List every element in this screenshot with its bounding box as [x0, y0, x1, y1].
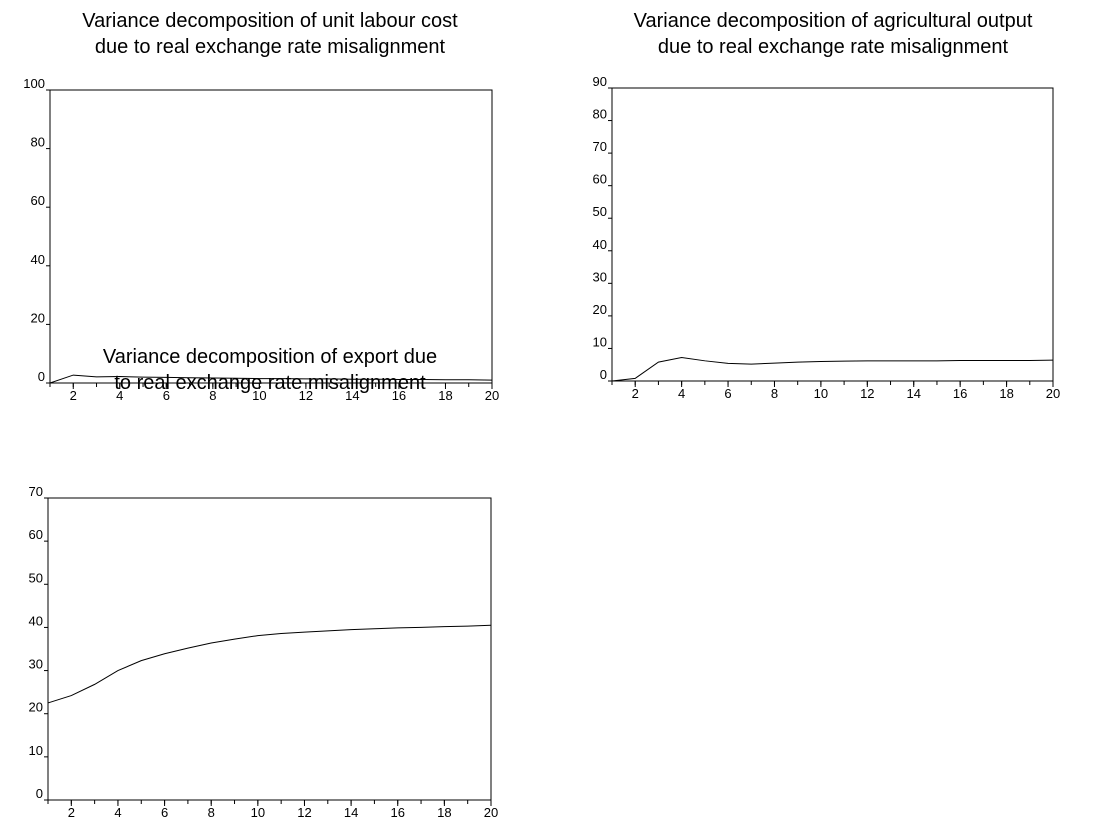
chart-title: to real exchange rate misalignment [114, 372, 426, 394]
x-tick-label: 14 [345, 388, 359, 403]
x-tick-label: 4 [114, 805, 121, 818]
x-tick-label: 8 [771, 386, 778, 401]
y-tick-label: 90 [593, 74, 607, 89]
chart-title: due to real exchange rate misalignment [95, 36, 446, 58]
y-tick-label: 40 [31, 252, 45, 267]
x-tick-label: 2 [70, 388, 77, 403]
x-tick-label: 4 [678, 386, 685, 401]
x-tick-label: 12 [297, 805, 311, 818]
x-tick-label: 18 [438, 388, 452, 403]
data-line [47, 624, 492, 704]
plot-frame [611, 87, 1054, 382]
y-tick-label: 30 [593, 269, 607, 284]
data-line [49, 374, 493, 384]
y-tick-label: 80 [31, 135, 45, 150]
chart-title: Variance decomposition of export due [103, 346, 437, 368]
y-tick-label: 60 [31, 193, 45, 208]
y-tick-label: 50 [29, 570, 43, 585]
y-tick-label: 0 [36, 786, 43, 801]
y-tick-label: 70 [593, 139, 607, 154]
x-tick-label: 6 [161, 805, 168, 818]
x-tick-label: 4 [116, 388, 123, 403]
x-tick-label: 14 [344, 805, 358, 818]
x-tick-label: 16 [392, 388, 406, 403]
y-tick-label: 80 [593, 107, 607, 122]
x-tick-label: 8 [209, 388, 216, 403]
x-tick-label: 20 [1046, 386, 1060, 401]
x-tick-label: 16 [953, 386, 967, 401]
x-tick-label: 12 [860, 386, 874, 401]
x-tick-label: 8 [208, 805, 215, 818]
chart-title: due to real exchange rate misalignment [658, 36, 1009, 58]
y-tick-label: 0 [600, 367, 607, 382]
x-tick-label: 18 [437, 805, 451, 818]
x-tick-label: 10 [252, 388, 266, 403]
x-tick-label: 14 [907, 386, 921, 401]
x-tick-label: 6 [163, 388, 170, 403]
y-tick-label: 0 [38, 369, 45, 384]
x-tick-label: 2 [68, 805, 75, 818]
x-tick-label: 10 [251, 805, 265, 818]
plot-frame [49, 89, 493, 384]
y-tick-label: 60 [593, 172, 607, 187]
y-tick-label: 10 [29, 743, 43, 758]
y-tick-label: 100 [23, 76, 45, 91]
y-tick-label: 20 [29, 700, 43, 715]
y-tick-label: 60 [29, 527, 43, 542]
x-tick-label: 6 [724, 386, 731, 401]
data-line [611, 357, 1054, 382]
y-tick-label: 20 [31, 310, 45, 325]
chart-title: Variance decomposition of agricultural o… [634, 10, 1033, 32]
y-tick-label: 40 [593, 237, 607, 252]
plot-frame [47, 497, 492, 801]
x-tick-label: 20 [484, 805, 498, 818]
x-tick-label: 20 [485, 388, 499, 403]
y-tick-label: 40 [29, 613, 43, 628]
x-tick-label: 10 [814, 386, 828, 401]
chart-title: Variance decomposition of unit labour co… [82, 10, 458, 32]
y-tick-label: 30 [29, 657, 43, 672]
x-tick-label: 2 [632, 386, 639, 401]
y-tick-label: 50 [593, 204, 607, 219]
x-tick-label: 12 [299, 388, 313, 403]
y-tick-label: 10 [593, 334, 607, 349]
y-tick-label: 70 [29, 484, 43, 499]
x-tick-label: 18 [999, 386, 1013, 401]
x-tick-label: 16 [391, 805, 405, 818]
y-tick-label: 20 [593, 302, 607, 317]
